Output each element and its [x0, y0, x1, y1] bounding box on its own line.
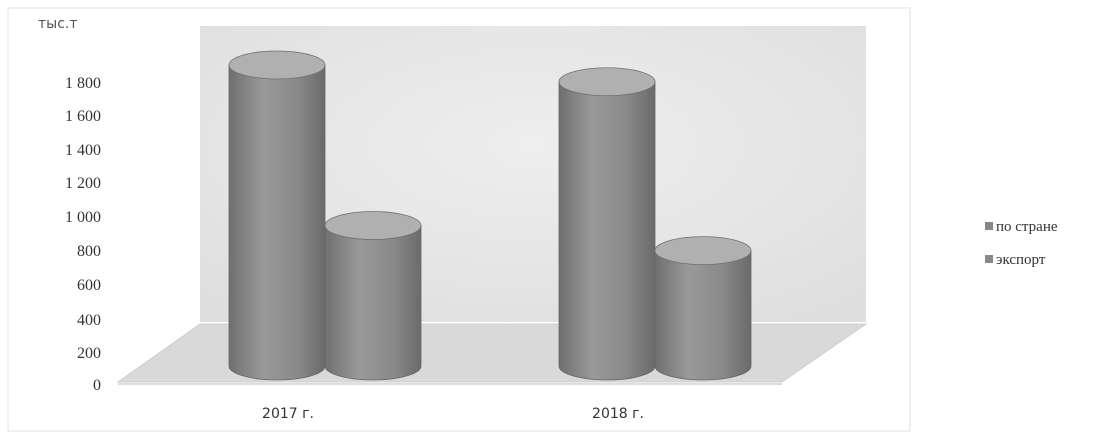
y-tick-label: 1 400 — [65, 142, 101, 159]
y-tick-label: 800 — [77, 243, 101, 260]
bar-top-po-strane-1 — [228, 50, 326, 80]
unit-label: тыс.т — [38, 16, 78, 32]
legend: по стране экспорт — [985, 219, 1058, 268]
legend-label: по стране — [996, 219, 1058, 235]
legend-marker-eksport — [985, 255, 993, 263]
y-axis-ticks: 0 200 400 600 800 1 000 1 200 1 400 1 60… — [65, 75, 101, 394]
y-tick-label: 1 800 — [65, 75, 101, 92]
y-tick-label: 600 — [77, 277, 101, 294]
y-tick-label: 1 200 — [65, 175, 101, 192]
x-tick-label: 2018 г. — [592, 406, 644, 422]
bar-top-po-strane-2 — [558, 67, 656, 97]
y-tick-label: 1 000 — [65, 209, 101, 226]
legend-marker-po-strane — [985, 222, 993, 230]
bar-po-strane-1 — [228, 64, 326, 381]
bar-eksport-1 — [324, 225, 422, 381]
y-tick-label: 400 — [77, 312, 101, 329]
bar-eksport-2 — [654, 250, 752, 381]
y-tick-label: 0 — [93, 377, 101, 394]
bars-group — [228, 50, 752, 381]
y-tick-label: 200 — [77, 345, 101, 362]
legend-label: экспорт — [996, 252, 1046, 268]
x-tick-label: 2017 г. — [262, 406, 314, 422]
bar-top-eksport-2 — [654, 236, 752, 266]
bar-po-strane-2 — [558, 81, 656, 381]
bar-top-eksport-1 — [324, 211, 422, 240]
y-tick-label: 1 600 — [65, 108, 101, 125]
